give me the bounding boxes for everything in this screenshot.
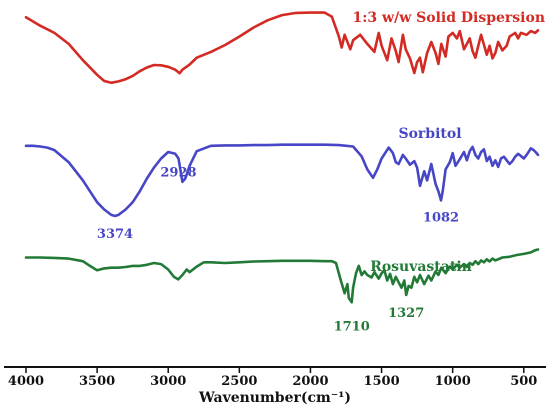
series-name-label-1-3-w-w-solid-dispersion: 1:3 w/w Solid Dispersion — [353, 10, 546, 26]
x-tick-label: 2000 — [292, 374, 328, 389]
series-name-label-sorbitol: Sorbitol — [398, 126, 461, 142]
peak-label: 1327 — [388, 306, 424, 321]
x-tick-label: 4000 — [8, 374, 44, 389]
x-tick-label: 3000 — [150, 374, 186, 389]
x-tick-label: 3500 — [79, 374, 115, 389]
x-tick-label: 1500 — [363, 374, 399, 389]
series-line-1-3-w-w-solid-dispersion — [24, 11, 540, 85]
series-line-rosuvastatin — [24, 248, 540, 304]
x-tick-label: 2500 — [221, 374, 257, 389]
x-axis-title: Wavenumber(cm⁻¹) — [198, 390, 351, 406]
x-tick-label: 500 — [510, 374, 537, 389]
label-layer: 1:3 w/w Solid Dispersion Sorbitol Rosuvast… — [97, 10, 545, 334]
peak-label: 1710 — [334, 319, 370, 334]
x-tick-label: 1000 — [435, 374, 471, 389]
series-name-label-rosuvastatin: Rosuvastatin — [370, 259, 472, 275]
series-line-sorbitol — [24, 143, 540, 218]
peak-label: 3374 — [97, 227, 133, 242]
peak-label: 1082 — [423, 210, 459, 225]
x-tick-layer: 4000 3500 3000 2500 2000 1500 1000 500 — [8, 367, 537, 389]
peak-label: 2928 — [160, 166, 196, 181]
series-layer — [24, 11, 540, 304]
